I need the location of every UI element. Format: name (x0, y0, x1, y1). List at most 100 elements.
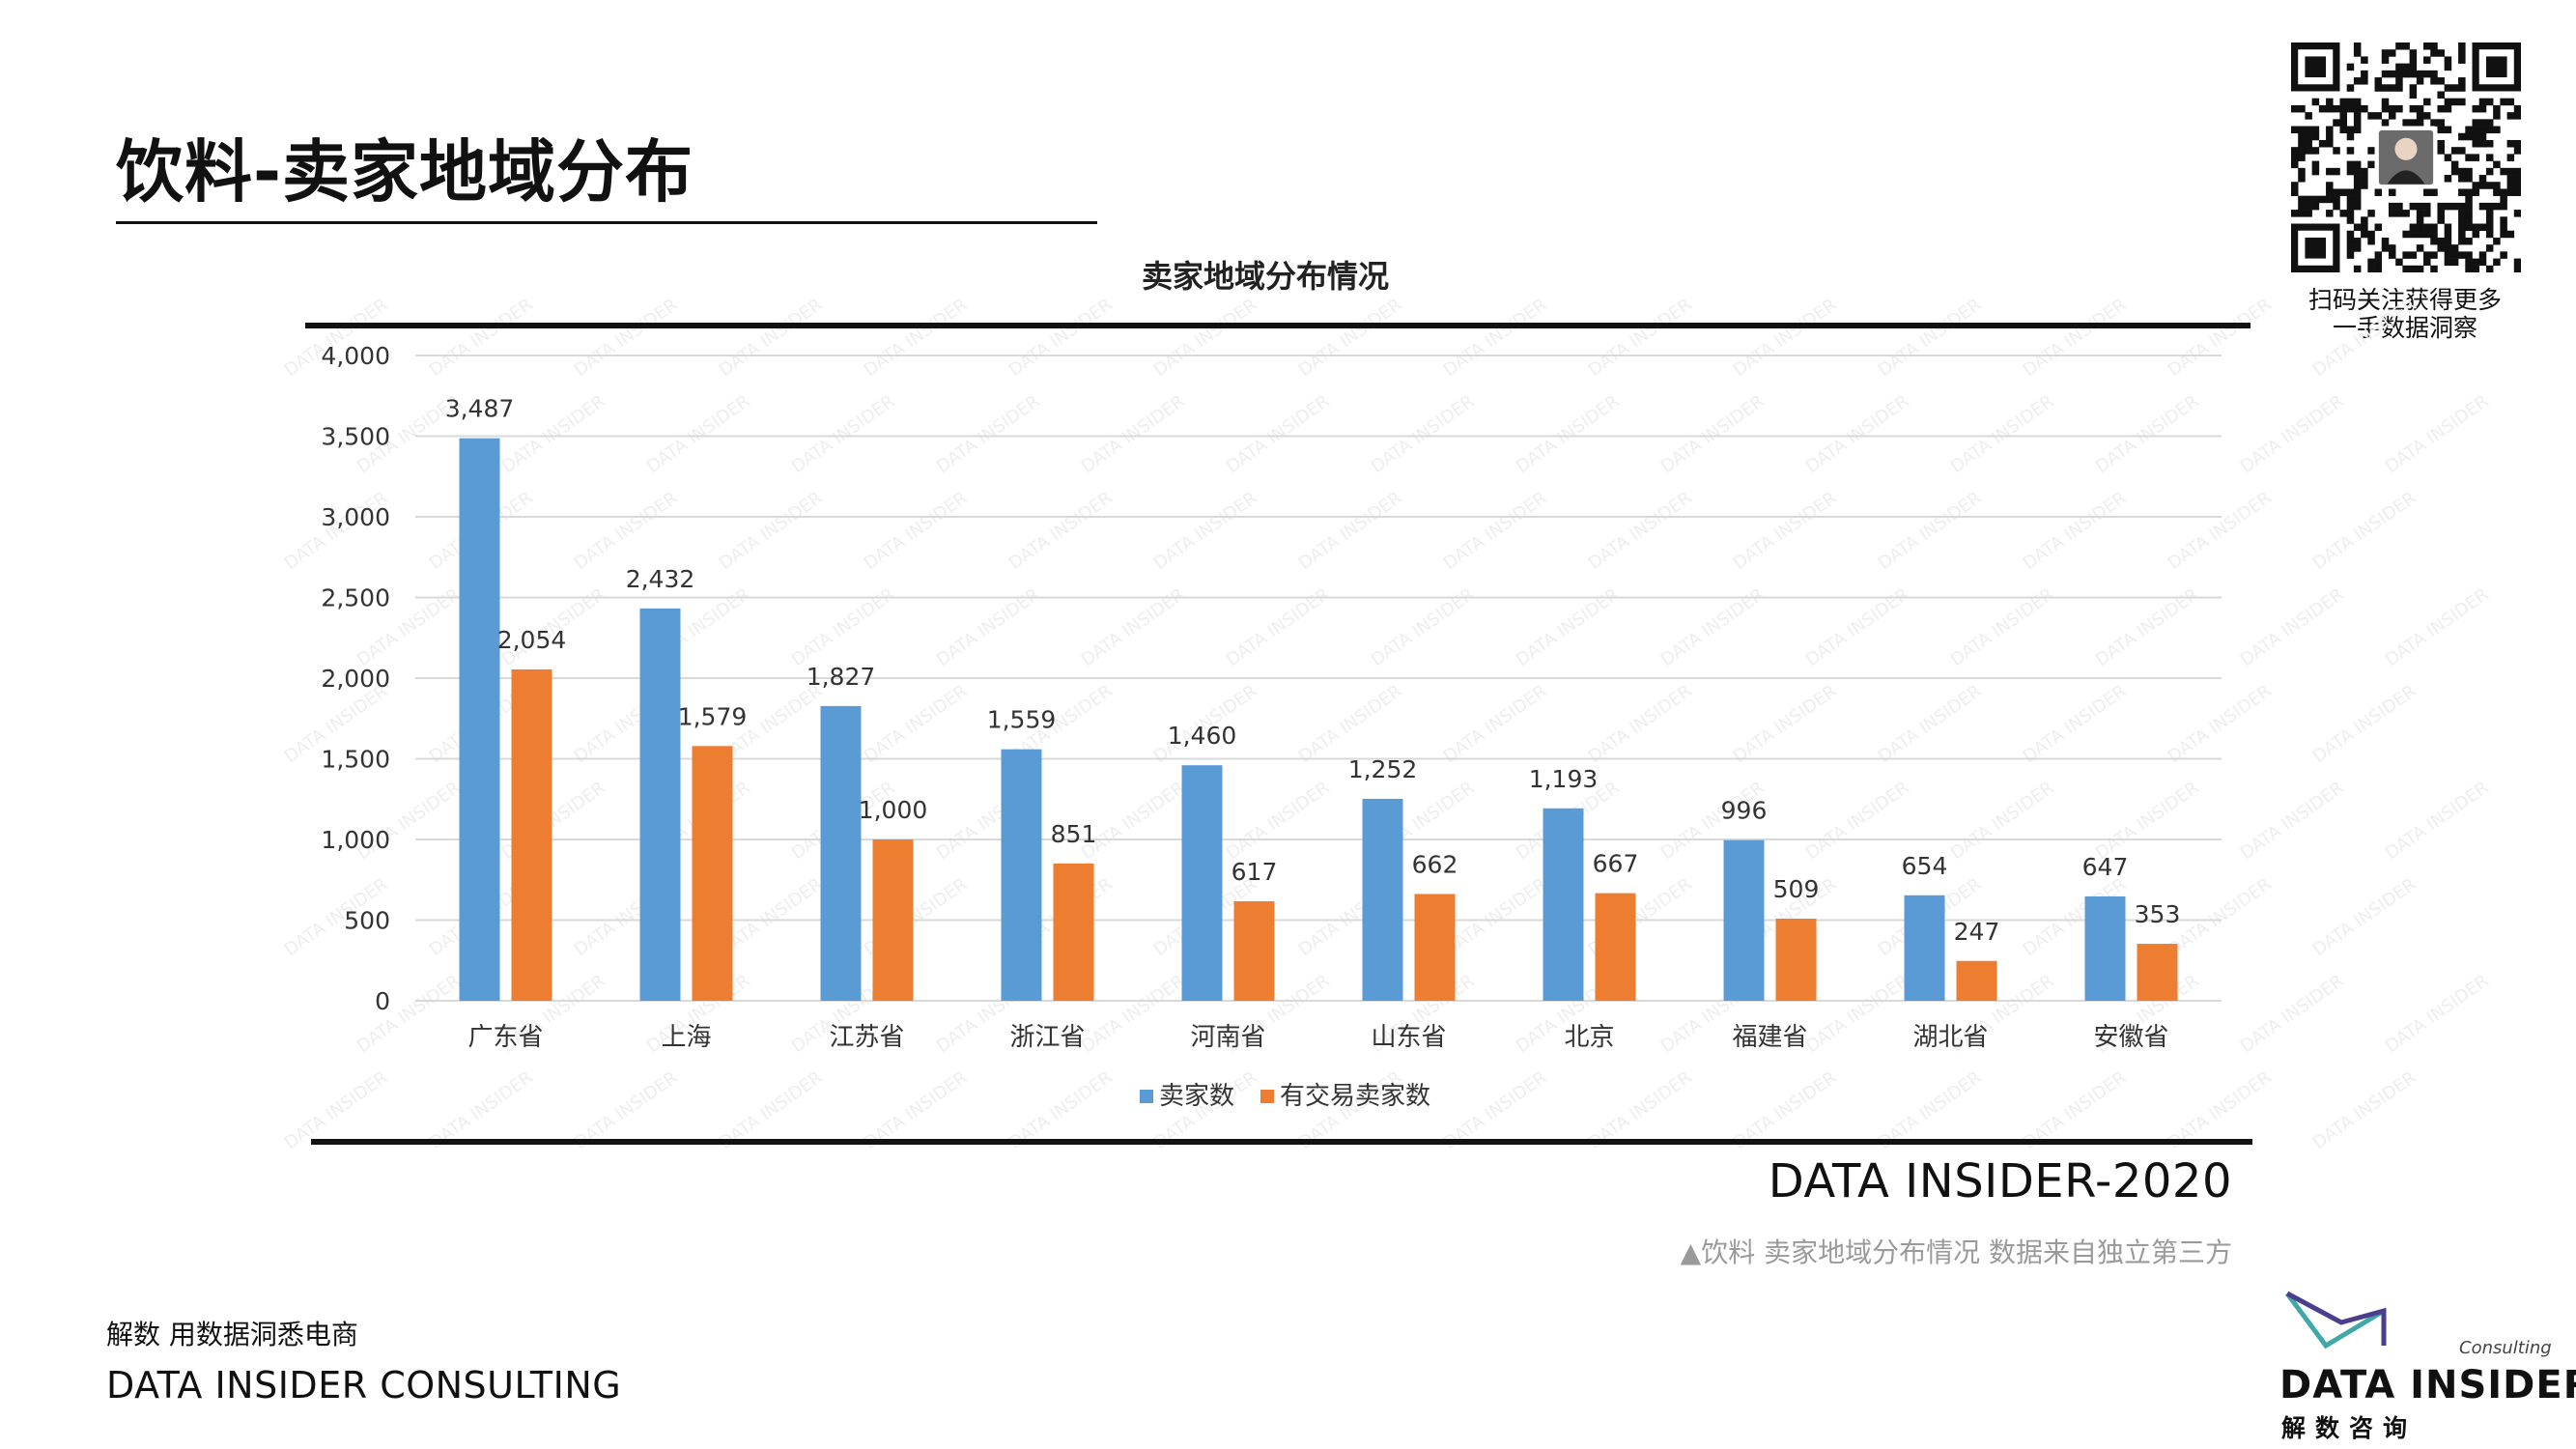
logo-chinese-name: 解数咨询 (2281, 1414, 2418, 1442)
watermark-text: DATA INSIDER (1005, 295, 1117, 381)
y-tick-label: 2,000 (321, 665, 390, 693)
source-note: ▲饮料 卖家地域分布情况 数据来自独立第三方 (1680, 1236, 2232, 1268)
bar-trading-seller-3 (1053, 863, 1094, 1001)
watermark-text: DATA INSIDER (1078, 971, 1189, 1057)
watermark-text: DATA INSIDER (1585, 488, 1696, 574)
watermark-text: DATA INSIDER (498, 391, 609, 477)
y-tick-label: 2,500 (321, 584, 390, 612)
watermark-text: DATA INSIDER (1078, 391, 1189, 477)
bar-data-label: 247 (1954, 918, 2000, 946)
watermark-text: DATA INSIDER (2165, 874, 2276, 960)
bar-data-label: 1,579 (678, 702, 748, 730)
chart-legend: 卖家数 有交易卖家数 (1140, 1082, 1430, 1111)
watermark-text: DATA INSIDER (1295, 488, 1406, 574)
watermark-text: DATA INSIDER (1440, 488, 1551, 574)
watermark-text: DATA INSIDER (1295, 681, 1406, 767)
watermark-text: DATA INSIDER (1802, 391, 1913, 477)
watermark-text: DATA INSIDER (2165, 295, 2276, 381)
watermark-text: DATA INSIDER (2309, 1067, 2420, 1153)
bar-data-label: 654 (1902, 852, 1948, 880)
watermark-text: DATA INSIDER (1440, 874, 1551, 960)
x-tick-label: 上海 (661, 1023, 711, 1052)
bar-seller-2 (820, 705, 862, 1001)
watermark-text: DATA INSIDER (861, 295, 972, 381)
watermark-text: DATA INSIDER (1223, 391, 1334, 477)
watermark-text: DATA INSIDER (1802, 778, 1913, 864)
watermark-text: DATA INSIDER (861, 681, 972, 767)
watermark-text: DATA INSIDER (1875, 681, 1986, 767)
brand-year: DATA INSIDER-2020 (1768, 1154, 2232, 1208)
watermark-text: DATA INSIDER (426, 295, 537, 381)
bar-data-label: 509 (1773, 875, 1820, 903)
bar-trading-seller-4 (1233, 900, 1275, 1001)
bar-seller-4 (1181, 765, 1223, 1001)
watermark-text: DATA INSIDER (2382, 778, 2493, 864)
watermark-text: DATA INSIDER (2309, 488, 2420, 574)
watermark-text: DATA INSIDER (1295, 295, 1406, 381)
bar-seller-8 (1904, 895, 1945, 1001)
legend-swatch (1140, 1090, 1153, 1103)
company-logo: Consulting DATA INSIDER 解数咨询 (2279, 1290, 2576, 1444)
bar-data-label: 1,252 (1348, 755, 1418, 783)
watermark-text: DATA INSIDER (2382, 584, 2493, 670)
watermark-text: DATA INSIDER (1440, 295, 1551, 381)
page-title: 饮料-卖家地域分布 (116, 132, 694, 212)
watermark-text: DATA INSIDER (1513, 391, 1624, 477)
watermark-text: DATA INSIDER (2237, 778, 2348, 864)
bar-trading-seller-9 (2137, 944, 2178, 1001)
watermark-text: DATA INSIDER (571, 488, 682, 574)
watermark-text: DATA INSIDER (2309, 681, 2420, 767)
bar-trading-seller-7 (1775, 918, 1817, 1001)
bar-data-label: 353 (2135, 900, 2181, 928)
bar-data-label: 1,460 (1168, 722, 1237, 750)
watermark-text: DATA INSIDER (716, 488, 827, 574)
bar-data-label: 1,193 (1529, 765, 1599, 793)
x-tick-label: 浙江省 (1009, 1023, 1085, 1052)
legend-swatch (1260, 1090, 1274, 1103)
x-tick-label: 江苏省 (829, 1023, 904, 1052)
y-tick-label: 1,500 (321, 746, 390, 774)
watermark-text: DATA INSIDER (1657, 391, 1769, 477)
x-tick-label: 河南省 (1190, 1023, 1265, 1052)
bar-trading-seller-0 (511, 668, 552, 1001)
legend-label: 卖家数 (1159, 1082, 1234, 1111)
legend-label: 有交易卖家数 (1280, 1082, 1430, 1111)
watermark-text: DATA INSIDER (1005, 488, 1117, 574)
bar-trading-seller-1 (692, 746, 733, 1001)
watermark-text: DATA INSIDER (2237, 584, 2348, 670)
x-tick-label: 福建省 (1732, 1023, 1807, 1052)
logo-name: DATA INSIDER (2279, 1363, 2576, 1407)
bar-data-label: 2,432 (626, 565, 695, 593)
watermark-text: DATA INSIDER (2382, 391, 2493, 477)
watermark-text: DATA INSIDER (354, 971, 465, 1057)
watermark-text: DATA INSIDER (1947, 778, 2058, 864)
watermark-text: DATA INSIDER (1150, 488, 1261, 574)
watermark-text: DATA INSIDER (1368, 391, 1479, 477)
watermark-text: DATA INSIDER (2020, 295, 2131, 381)
watermark-text: DATA INSIDER (1947, 391, 2058, 477)
watermark-text: DATA INSIDER (2020, 488, 2131, 574)
watermark-text: DATA INSIDER (1440, 681, 1551, 767)
watermark-text: DATA INSIDER (571, 295, 682, 381)
qr-code-icon (2291, 43, 2521, 272)
bar-data-label: 647 (2082, 853, 2129, 881)
title-underline (116, 221, 1097, 224)
qr-caption-line1: 扫码关注获得更多 (2307, 286, 2502, 314)
watermark-text: DATA INSIDER (1150, 295, 1261, 381)
bar-data-label: 1,559 (987, 706, 1057, 734)
x-tick-label: 湖北省 (1912, 1023, 1988, 1052)
bar-trading-seller-5 (1414, 894, 1456, 1001)
bar-seller-7 (1723, 839, 1765, 1001)
watermark-text: DATA INSIDER (1585, 295, 1696, 381)
x-tick-label: 广东省 (467, 1023, 543, 1052)
footer-tagline: 解数 用数据洞悉电商 (106, 1319, 358, 1350)
bar-data-label: 3,487 (445, 395, 515, 423)
watermark-text: DATA INSIDER (2309, 295, 2420, 381)
bar-seller-1 (639, 608, 681, 1001)
bar-data-label: 617 (1231, 858, 1278, 886)
bar-trading-seller-6 (1595, 893, 1636, 1001)
x-tick-label: 北京 (1564, 1023, 1614, 1052)
watermark-text: DATA INSIDER (1585, 681, 1696, 767)
bar-data-label: 996 (1721, 797, 1768, 825)
